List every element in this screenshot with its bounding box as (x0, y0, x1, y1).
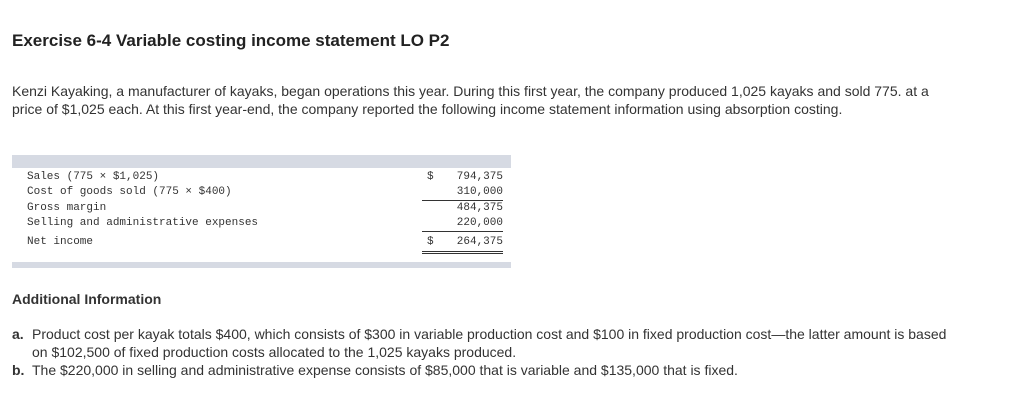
underline (422, 231, 503, 232)
amount: 220,000 (456, 217, 503, 229)
amount: 484,375 (456, 202, 503, 214)
row-label: Net income (27, 236, 94, 248)
item-text: The $220,000 in selling and administrati… (32, 362, 738, 378)
currency: $ (427, 171, 434, 183)
currency: $ (427, 236, 434, 248)
item-marker: b. (12, 362, 25, 378)
title: Exercise 6-4 Variable costing income sta… (12, 31, 450, 50)
table-footer-bar (12, 262, 511, 268)
table-row: Sales (775 × $1,025) $794,375 (27, 171, 503, 186)
row-label: Cost of goods sold (775 × $400) (27, 186, 232, 198)
row-label: Gross margin (27, 202, 107, 214)
info-item: b. The $220,000 in selling and administra… (12, 361, 962, 379)
underline (422, 200, 503, 201)
info-list: a. Product cost per kayak totals $400, wh… (12, 325, 962, 379)
intro: Kenzi Kayaking, a manufacturer of kayaks… (12, 83, 929, 117)
row-label: Selling and administrative expenses (27, 217, 259, 229)
item-text: Product cost per kayak totals $400, whic… (32, 326, 947, 360)
amount: 310,000 (456, 186, 503, 198)
row-label: Sales (775 × $1,025) (27, 171, 160, 183)
double-underline (422, 251, 503, 254)
item-marker: a. (12, 326, 24, 342)
table-header-bar (12, 155, 511, 168)
table-row: Net income $264,375 (27, 236, 503, 251)
table-row: Gross margin 484,375 (27, 202, 503, 217)
amount: 264,375 (456, 236, 503, 248)
amount: 794,375 (456, 171, 503, 183)
info-item: a. Product cost per kayak totals $400, wh… (12, 325, 962, 361)
section-heading: Additional Information (12, 291, 162, 307)
table-row: Selling and administrative expenses 220,0… (27, 217, 503, 232)
table-row: Cost of goods sold (775 × $400) 310,000 (27, 186, 503, 201)
